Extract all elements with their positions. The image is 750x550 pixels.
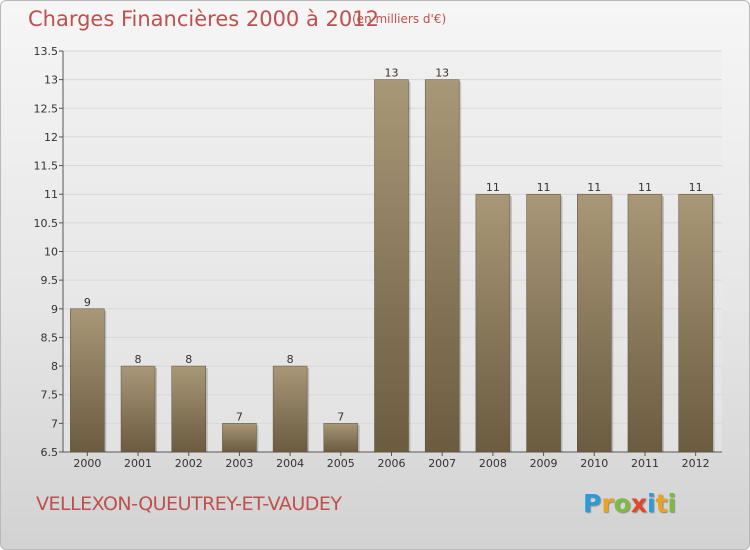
y-tick-label: 11 — [44, 188, 58, 201]
y-tick-label: 10.5 — [34, 217, 59, 230]
data-label: 8 — [185, 353, 192, 366]
chart-title: Charges Financières 2000 à 2012 — [28, 7, 379, 31]
logo-letter: o — [613, 489, 631, 518]
x-tick-label: 2001 — [124, 457, 152, 470]
bar — [120, 365, 156, 453]
data-label: 11 — [537, 181, 551, 194]
bar — [222, 423, 257, 453]
x-tick-label: 2006 — [378, 457, 406, 470]
data-label: 11 — [638, 181, 652, 194]
logo-letter: i — [667, 489, 677, 518]
y-tick-label: 12.5 — [34, 102, 59, 115]
y-tick-label: 7.5 — [41, 389, 59, 402]
data-label: 13 — [385, 67, 399, 80]
data-label: 9 — [84, 296, 91, 309]
y-tick-label: 8.5 — [41, 331, 59, 344]
bar — [171, 365, 206, 453]
data-label: 8 — [287, 353, 294, 366]
bar — [424, 79, 460, 453]
data-label: 7 — [236, 410, 243, 423]
bar — [323, 423, 359, 453]
bar — [678, 193, 713, 453]
x-tick-label: 2008 — [479, 457, 507, 470]
y-tick-label: 7 — [51, 417, 58, 430]
data-label: 8 — [135, 353, 142, 366]
y-tick-label: 13.5 — [34, 45, 59, 58]
x-tick-label: 2004 — [276, 457, 304, 470]
x-tick-label: 2010 — [580, 457, 608, 470]
x-tick-label: 2003 — [225, 457, 253, 470]
x-tick-label: 2007 — [428, 457, 456, 470]
data-label: 11 — [587, 181, 601, 194]
y-tick-label: 12 — [44, 131, 58, 144]
x-tick-label: 2002 — [175, 457, 203, 470]
y-tick-label: 10 — [44, 246, 58, 259]
logo-letter: i — [647, 489, 656, 518]
y-tick-label: 13 — [44, 74, 58, 87]
x-tick-label: 2000 — [73, 457, 101, 470]
y-tick-label: 11.5 — [34, 160, 59, 173]
x-tick-label: 2005 — [327, 457, 355, 470]
unit-label: (en milliers d'€) — [352, 12, 447, 26]
y-tick-label: 9.5 — [41, 274, 59, 287]
bar — [526, 193, 561, 453]
bar — [577, 193, 612, 453]
x-tick-label: 2011 — [631, 457, 659, 470]
data-label: 11 — [689, 181, 703, 194]
data-label: 13 — [435, 67, 449, 80]
commune-name: VELLEXON-QUEUTREY-ET-VAUDEY — [36, 493, 342, 515]
y-tick-label: 9 — [51, 303, 58, 316]
bar — [70, 308, 105, 453]
y-tick-label: 8 — [51, 360, 58, 373]
x-tick-label: 2012 — [682, 457, 710, 470]
logo-letter: t — [655, 489, 668, 518]
bar — [627, 193, 663, 453]
logo-letter: x — [630, 489, 647, 518]
data-label: 7 — [337, 410, 344, 423]
data-label: 11 — [486, 181, 500, 194]
logo-letter: r — [601, 489, 614, 518]
y-tick-label: 6.5 — [41, 446, 59, 459]
proxiti-logo: Proxiti — [583, 489, 676, 518]
x-tick-label: 2009 — [530, 457, 558, 470]
logo-letter: P — [583, 489, 602, 518]
bar — [374, 79, 409, 453]
bar — [272, 365, 308, 453]
bar — [475, 193, 511, 453]
